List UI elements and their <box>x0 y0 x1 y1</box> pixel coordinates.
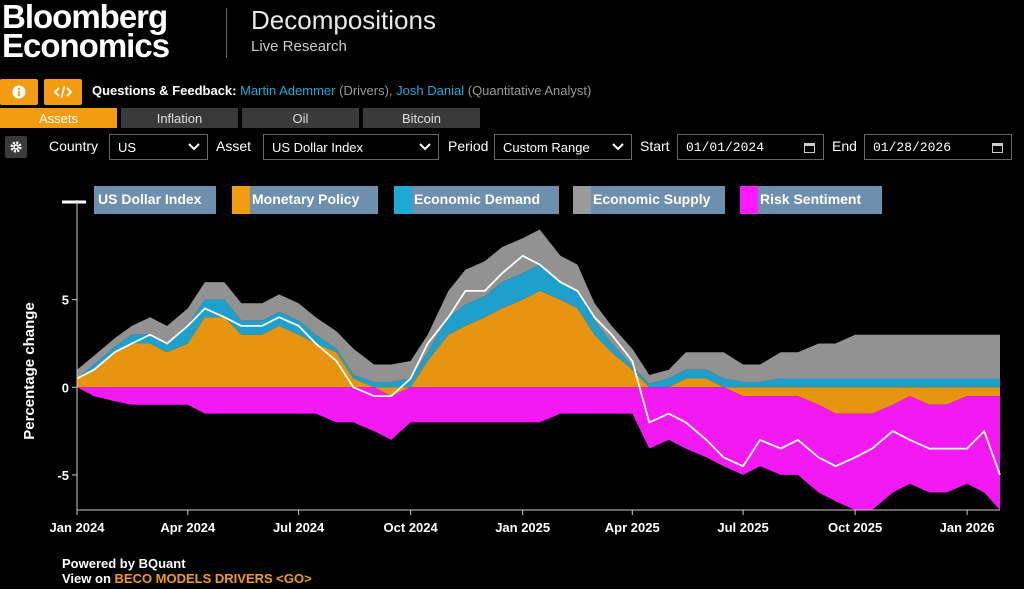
tab-oil[interactable]: Oil <box>242 108 359 128</box>
contact-link-josh[interactable]: Josh Danial <box>396 83 465 98</box>
y-axis-label: Percentage change <box>21 302 38 440</box>
start-date-input[interactable]: 01/01/2024 <box>677 134 824 160</box>
end-label: End <box>832 138 857 154</box>
legend-item: Risk Sentiment <box>740 186 882 214</box>
start-label: Start <box>640 138 670 154</box>
legend-label: US Dollar Index <box>98 191 202 207</box>
x-tick-label: Apr 2024 <box>160 520 216 535</box>
start-date-value: 01/01/2024 <box>686 139 765 155</box>
asset-value: US Dollar Index <box>272 139 364 155</box>
chevron-down-icon <box>419 143 431 151</box>
tab-inflation[interactable]: Inflation <box>121 108 238 128</box>
x-tick-label: Jan 2024 <box>50 520 106 535</box>
end-date-value: 01/28/2026 <box>873 139 952 155</box>
logo-line-1: Bloomberg <box>2 0 168 35</box>
x-tick-label: Oct 2024 <box>384 520 439 535</box>
legend-label: Monetary Policy <box>252 191 360 207</box>
settings-button[interactable] <box>5 136 27 158</box>
info-button[interactable] <box>0 79 38 105</box>
embed-code-button[interactable] <box>44 79 82 105</box>
view-on-line: View on BECO MODELS DRIVERS <GO> <box>62 571 312 586</box>
legend-tag-bg <box>591 186 725 214</box>
bloomberg-economics-logo: Bloomberg Economics <box>2 0 170 64</box>
legend-item: Monetary Policy <box>232 186 378 214</box>
calendar-icon[interactable] <box>804 142 815 153</box>
legend-item: Economic Demand <box>394 186 559 214</box>
chevron-down-icon <box>612 143 624 151</box>
country-value: US <box>118 139 137 155</box>
page-title: Decompositions <box>251 5 436 35</box>
end-date-input[interactable]: 01/28/2026 <box>864 134 1012 160</box>
info-icon <box>12 85 26 99</box>
legend-tag-bg <box>412 186 559 214</box>
legend-swatch <box>232 186 252 214</box>
x-tick-label: Jul 2025 <box>717 520 768 535</box>
chevron-down-icon <box>188 143 200 151</box>
contact-role-1: (Drivers), <box>339 83 393 98</box>
code-icon <box>54 85 72 99</box>
country-label: Country <box>49 138 99 154</box>
country-select[interactable]: US <box>109 134 208 160</box>
x-tick-label: Jan 2026 <box>940 520 995 535</box>
decomposition-chart: US Dollar Index Monetary Policy Economic D… <box>21 186 1001 535</box>
y-tick-label: 0 <box>62 380 69 395</box>
series-area-risk-sentiment <box>77 387 1000 510</box>
legend-label: Risk Sentiment <box>760 191 861 207</box>
x-tick-label: Jan 2025 <box>495 520 550 535</box>
legend-tag-bg <box>94 186 216 214</box>
contact-link-martin[interactable]: Martin Ademmer <box>240 83 336 98</box>
legend-item: Economic Supply <box>573 186 725 214</box>
asset-select[interactable]: US Dollar Index <box>263 134 439 160</box>
series-line-us-dollar-index <box>76 254 1001 476</box>
chart-legend: US Dollar Index Monetary Policy Economic D… <box>62 186 882 214</box>
powered-by-text: Powered by BQuant <box>62 556 186 571</box>
calendar-icon[interactable] <box>992 142 1003 153</box>
period-label: Period <box>448 138 489 154</box>
legend-swatch <box>394 186 414 214</box>
period-value: Custom Range <box>503 139 590 155</box>
legend-label: Economic Supply <box>593 191 711 207</box>
legend-item: US Dollar Index <box>62 186 216 214</box>
series-area-monetary-policy <box>77 290 1000 388</box>
x-tick-label: Apr 2025 <box>605 520 660 535</box>
x-tick-label: Oct 2025 <box>828 520 882 535</box>
y-tick-label: 5 <box>62 293 69 308</box>
asset-label: Asset <box>216 138 252 154</box>
tab-bitcoin[interactable]: Bitcoin <box>363 108 480 128</box>
feedback-label: Questions & Feedback: <box>92 83 237 98</box>
view-on-prefix: View on <box>62 571 111 586</box>
contact-role-2: (Quantitative Analyst) <box>467 83 592 98</box>
chart-axes: -5 0 5 Jan 2024 Apr 2024 Jul 2024 Oct 2024 Jan … <box>21 200 1000 535</box>
feedback-line: Questions & Feedback: Martin Ademmer (Dr… <box>92 83 591 98</box>
legend-swatch <box>573 186 593 214</box>
gear-icon <box>10 141 22 153</box>
beco-models-link[interactable]: BECO MODELS DRIVERS <GO> <box>114 571 312 586</box>
logo-line-2: Economics <box>2 27 170 64</box>
page-subtitle: Live Research <box>251 38 347 55</box>
tab-assets[interactable]: Assets <box>0 108 117 128</box>
chart-plot-area <box>76 229 1001 510</box>
period-select[interactable]: Custom Range <box>494 134 632 160</box>
legend-tag-bg <box>250 186 378 214</box>
header-divider <box>226 8 227 58</box>
y-tick-label: -5 <box>57 468 69 483</box>
series-area-monetary-policy-negative <box>77 387 1000 414</box>
legend-tag-bg <box>758 186 882 214</box>
legend-swatch <box>740 186 760 214</box>
x-tick-label: Jul 2024 <box>273 520 325 535</box>
legend-label: Economic Demand <box>414 191 540 207</box>
series-area-economic-supply <box>77 229 1000 384</box>
